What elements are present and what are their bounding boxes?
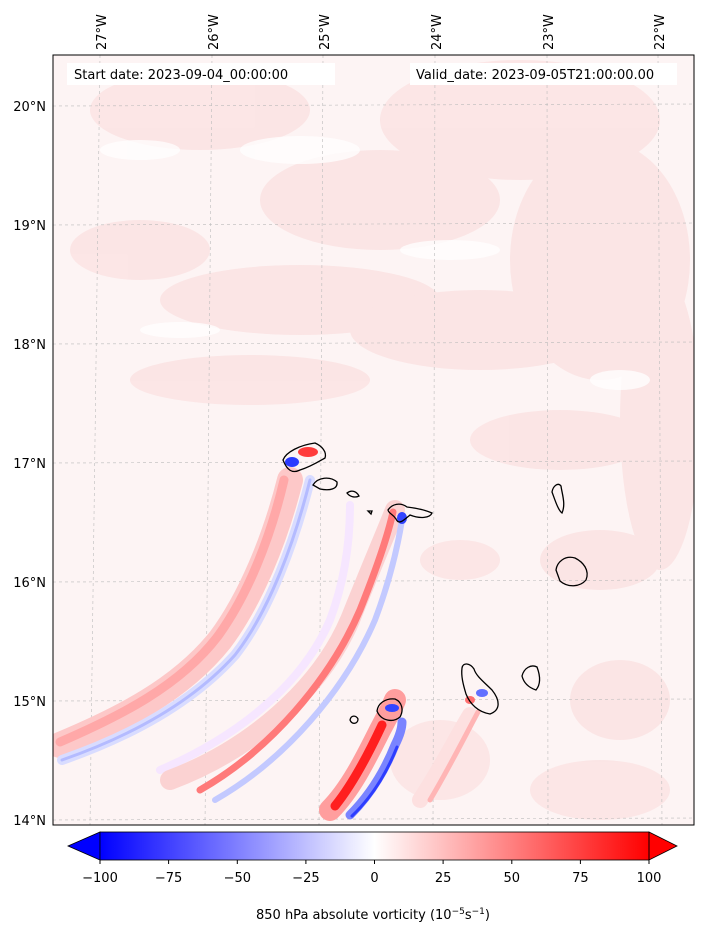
- colorbar-label: 850 hPa absolute vorticity (10−5s−1): [256, 907, 490, 923]
- colorbar-tick: −25: [292, 871, 319, 886]
- island-sal: [551, 483, 565, 515]
- colorbar-extend-right: [648, 831, 678, 861]
- colorbar-extend-left: [67, 831, 101, 861]
- map-panel: Start date: 2023-09-04_00:00:00 Valid_da…: [53, 55, 694, 825]
- lon-label-27w: 27°W: [95, 14, 110, 50]
- island-coastlines: [282, 442, 588, 724]
- colorbar-tick: 0: [370, 871, 378, 886]
- colorbar-tick: 100: [637, 871, 662, 886]
- colorbar-tick: 25: [435, 871, 452, 886]
- start-date-box: [67, 63, 335, 85]
- vorticity-streak-santiago: [412, 707, 481, 808]
- island-raso: [366, 510, 373, 516]
- background-vorticity-patches: [70, 60, 694, 820]
- colorbar-tick: −75: [155, 871, 182, 886]
- lat-label-14n: 14°N: [13, 814, 46, 829]
- island-santiago: [461, 663, 499, 715]
- colorbar-tick: 50: [504, 871, 521, 886]
- start-date-text: Start date: 2023-09-04_00:00:00: [74, 68, 288, 83]
- lon-label-24w: 24°W: [430, 14, 445, 50]
- island-sao-nicolau: [387, 503, 433, 523]
- lon-label-26w: 26°W: [207, 14, 222, 50]
- lat-label-19n: 19°N: [13, 219, 46, 234]
- valid-date-box: [410, 63, 677, 85]
- colorbar-ticks: −100 −75 −50 −25 0 25 50 75 100: [82, 871, 661, 886]
- map-frame: [52, 54, 695, 826]
- island-boa-vista: [555, 556, 588, 587]
- colorbar-tick: −100: [82, 871, 118, 886]
- longitude-labels: 27°W 26°W 25°W 24°W 23°W 22°W: [95, 14, 668, 50]
- lat-label-17n: 17°N: [13, 457, 46, 472]
- island-sao-vicente: [312, 477, 338, 491]
- lon-label-22w: 22°W: [653, 14, 668, 50]
- latitude-labels: 20°N 19°N 18°N 17°N 16°N 15°N 14°N: [13, 100, 46, 829]
- lat-label-15n: 15°N: [13, 695, 46, 710]
- colorbar-gradient: [100, 832, 649, 860]
- island-fogo: [376, 698, 403, 722]
- vorticity-streak-west: [53, 467, 354, 774]
- lat-label-16n: 16°N: [13, 576, 46, 591]
- island-brava: [349, 715, 359, 724]
- lat-label-20n: 20°N: [13, 100, 46, 115]
- valid-date-text: Valid_date: 2023-09-05T21:00:00.00: [416, 68, 654, 83]
- map-gridlines: [53, 55, 694, 825]
- island-santo-antao: [282, 442, 327, 473]
- island-maio: [521, 665, 541, 691]
- island-santa-luzia: [346, 490, 360, 498]
- lat-label-18n: 18°N: [13, 338, 46, 353]
- lon-label-23w: 23°W: [542, 14, 557, 50]
- colorbar-tick: 75: [572, 871, 589, 886]
- colorbar-tick: −50: [224, 871, 251, 886]
- vorticity-streak-central: [160, 500, 405, 803]
- colorbar: −100 −75 −50 −25 0 25 50 75 100 850 hPa …: [67, 831, 678, 923]
- lon-label-25w: 25°W: [318, 14, 333, 50]
